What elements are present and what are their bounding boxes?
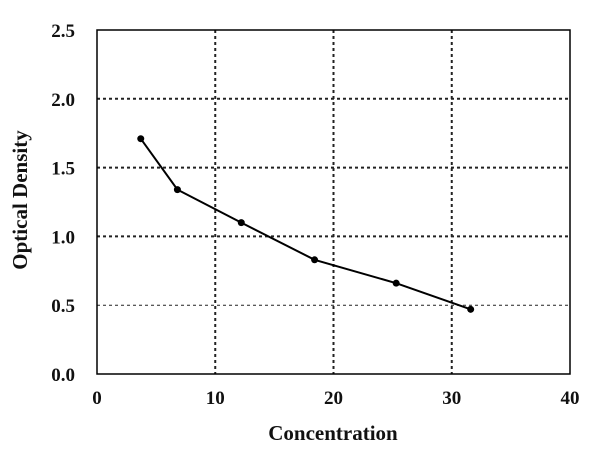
x-tick-label: 20 bbox=[324, 388, 343, 409]
x-tick-label: 0 bbox=[92, 388, 102, 409]
data-point bbox=[392, 279, 400, 287]
grid-lines bbox=[97, 30, 570, 374]
y-tick-label: 2.5 bbox=[51, 21, 75, 42]
data-point bbox=[467, 305, 475, 313]
y-tick-label: 1.5 bbox=[51, 159, 75, 180]
x-tick-label: 30 bbox=[442, 388, 461, 409]
y-tick-labels: 0.0 0.5 1.0 1.5 2.0 2.5 bbox=[51, 21, 75, 386]
data-point bbox=[237, 219, 245, 227]
plot-frame bbox=[96, 29, 571, 375]
series-line bbox=[139, 138, 472, 311]
y-tick-label: 1.0 bbox=[51, 227, 75, 248]
y-tick-label: 0.5 bbox=[51, 296, 75, 317]
x-tick-labels: 0 10 20 30 40 bbox=[92, 388, 579, 409]
data-point bbox=[173, 186, 181, 194]
y-axis-title: Optical Density bbox=[8, 130, 32, 270]
data-point bbox=[311, 256, 319, 264]
data-point bbox=[137, 135, 145, 143]
x-tick-label: 10 bbox=[206, 388, 225, 409]
series-group bbox=[137, 135, 475, 313]
x-tick-label: 40 bbox=[561, 388, 580, 409]
y-tick-label: 0.0 bbox=[51, 365, 75, 386]
y-tick-label: 2.0 bbox=[51, 90, 75, 111]
x-axis-title: Concentration bbox=[268, 421, 398, 445]
